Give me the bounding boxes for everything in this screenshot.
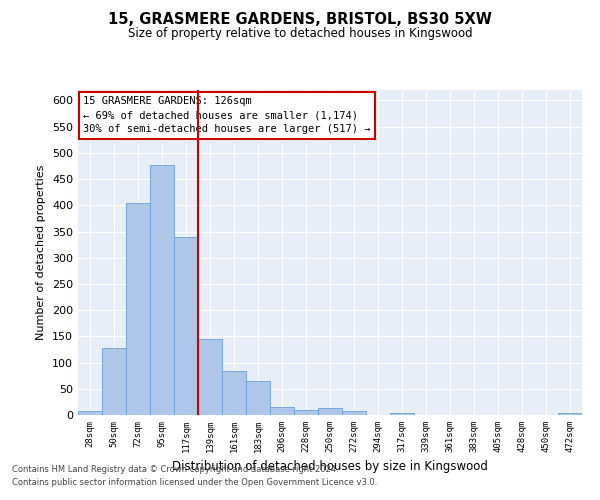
Bar — [342, 412, 366, 415]
Bar — [390, 413, 414, 415]
Bar — [246, 381, 270, 415]
Bar — [222, 372, 246, 415]
X-axis label: Distribution of detached houses by size in Kingswood: Distribution of detached houses by size … — [172, 460, 488, 473]
Bar — [174, 237, 198, 415]
Bar — [294, 410, 318, 415]
Bar — [318, 408, 342, 415]
Bar — [270, 406, 294, 415]
Text: Size of property relative to detached houses in Kingswood: Size of property relative to detached ho… — [128, 28, 472, 40]
Y-axis label: Number of detached properties: Number of detached properties — [37, 165, 46, 340]
Text: Contains HM Land Registry data © Crown copyright and database right 2024.: Contains HM Land Registry data © Crown c… — [12, 466, 338, 474]
Bar — [126, 203, 150, 415]
Bar — [102, 348, 126, 415]
Bar — [198, 339, 222, 415]
Text: 15 GRASMERE GARDENS: 126sqm
← 69% of detached houses are smaller (1,174)
30% of : 15 GRASMERE GARDENS: 126sqm ← 69% of det… — [83, 96, 371, 134]
Bar — [150, 166, 174, 415]
Bar — [78, 412, 102, 415]
Text: 15, GRASMERE GARDENS, BRISTOL, BS30 5XW: 15, GRASMERE GARDENS, BRISTOL, BS30 5XW — [108, 12, 492, 28]
Text: Contains public sector information licensed under the Open Government Licence v3: Contains public sector information licen… — [12, 478, 377, 487]
Bar — [558, 413, 582, 415]
